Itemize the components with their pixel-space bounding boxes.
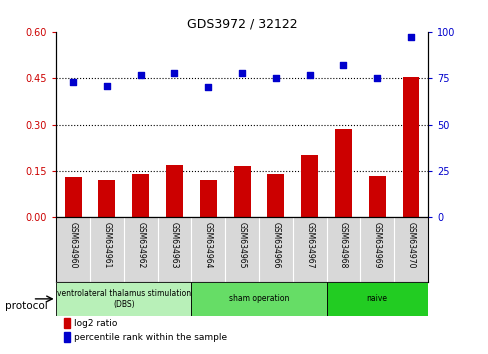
Bar xyxy=(64,177,81,217)
Text: GSM634963: GSM634963 xyxy=(170,222,179,269)
Point xyxy=(406,35,414,40)
Text: GSM634962: GSM634962 xyxy=(136,222,145,269)
Text: GSM634968: GSM634968 xyxy=(338,222,347,269)
Point xyxy=(372,75,380,81)
Bar xyxy=(233,166,250,217)
Bar xyxy=(63,332,70,342)
Bar xyxy=(368,176,385,217)
Bar xyxy=(132,174,149,217)
Text: percentile rank within the sample: percentile rank within the sample xyxy=(74,333,227,342)
Bar xyxy=(56,282,191,315)
Point xyxy=(339,62,346,68)
Bar xyxy=(63,318,70,328)
Bar xyxy=(98,180,115,217)
Title: GDS3972 / 32122: GDS3972 / 32122 xyxy=(186,18,297,31)
Text: sham operation: sham operation xyxy=(228,295,288,303)
Text: GSM634964: GSM634964 xyxy=(203,222,212,269)
Point xyxy=(170,70,178,75)
Text: GSM634966: GSM634966 xyxy=(271,222,280,269)
Bar xyxy=(191,282,326,315)
Text: protocol: protocol xyxy=(5,301,47,311)
Bar xyxy=(166,165,183,217)
Text: GSM634965: GSM634965 xyxy=(237,222,246,269)
Bar xyxy=(334,129,351,217)
Text: GSM634970: GSM634970 xyxy=(406,222,415,269)
Point xyxy=(137,72,144,77)
Point xyxy=(238,70,245,75)
Text: GSM634969: GSM634969 xyxy=(372,222,381,269)
Point xyxy=(103,83,111,88)
Bar xyxy=(326,282,427,315)
Bar xyxy=(200,180,216,217)
Text: GSM634967: GSM634967 xyxy=(305,222,313,269)
Text: GSM634961: GSM634961 xyxy=(102,222,111,269)
Point xyxy=(305,72,313,77)
Point xyxy=(204,85,212,90)
Bar xyxy=(301,155,317,217)
Point xyxy=(69,79,77,85)
Text: ventrolateral thalamus stimulation
(DBS): ventrolateral thalamus stimulation (DBS) xyxy=(57,289,190,309)
Bar xyxy=(402,77,419,217)
Text: naive: naive xyxy=(366,295,387,303)
Text: log2 ratio: log2 ratio xyxy=(74,319,117,328)
Point xyxy=(271,75,279,81)
Bar xyxy=(267,174,284,217)
Text: GSM634960: GSM634960 xyxy=(68,222,78,269)
